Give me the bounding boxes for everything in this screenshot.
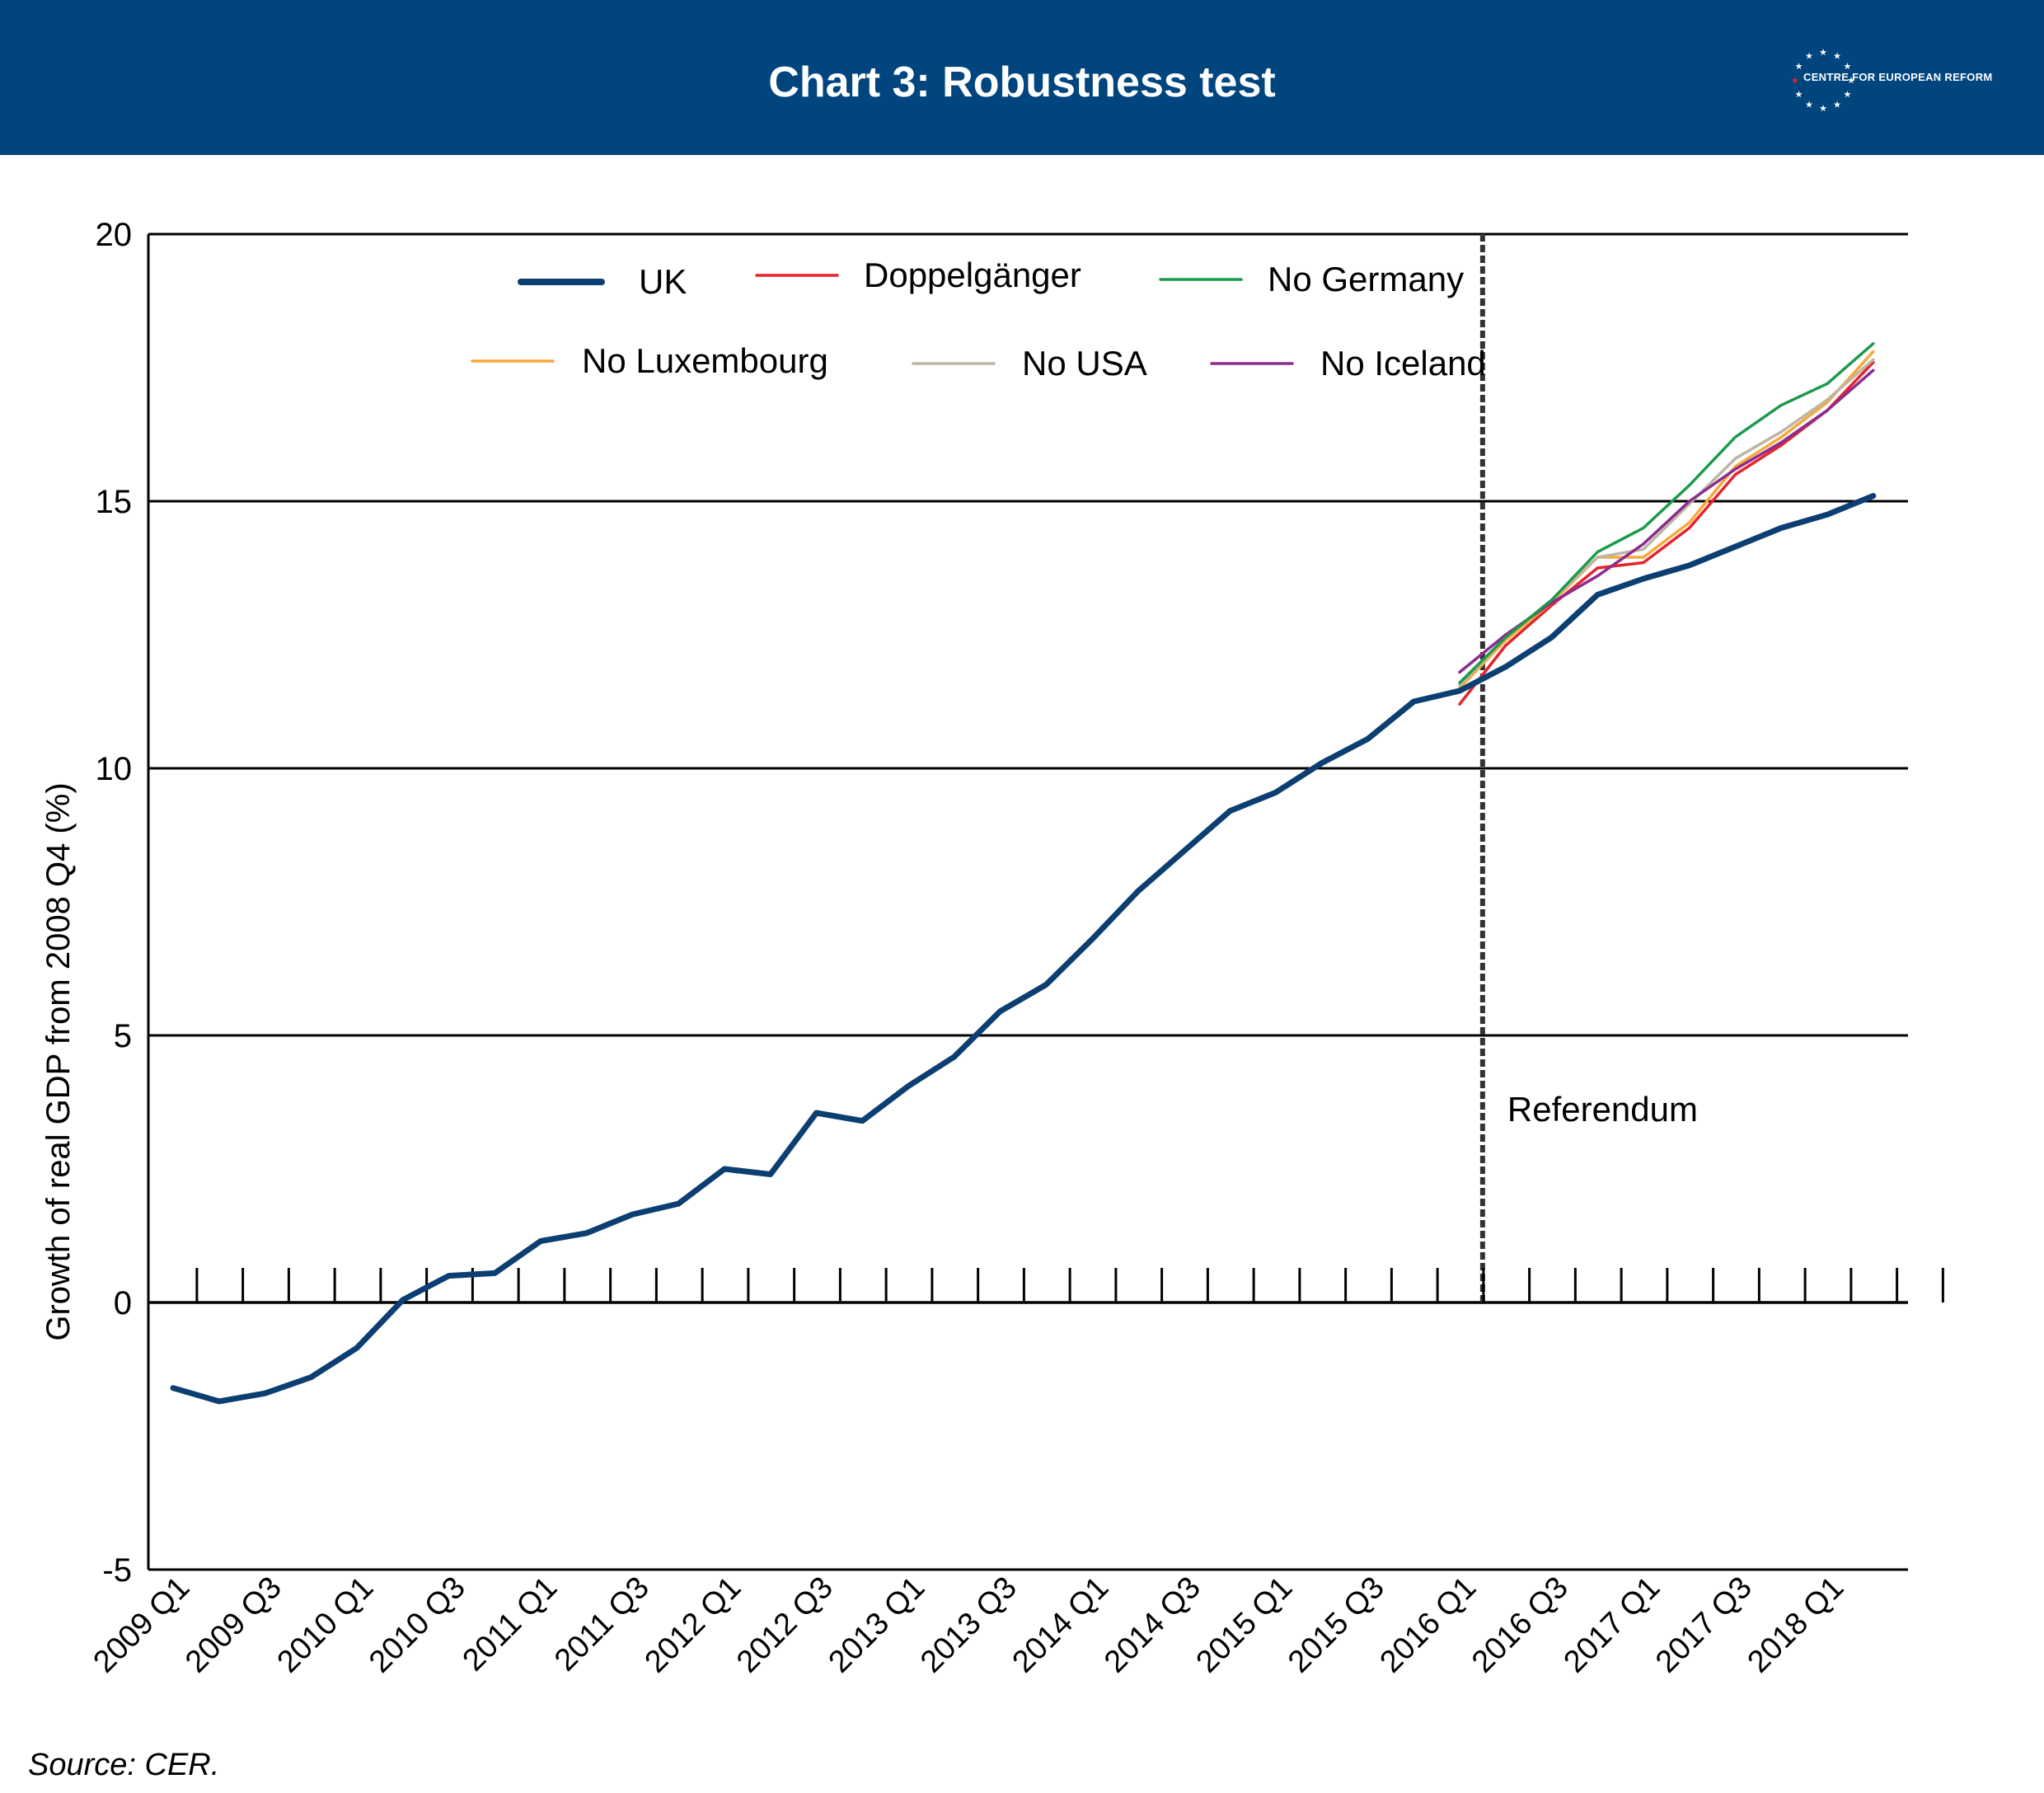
source-note: Source: CER. bbox=[28, 1748, 220, 1782]
x-tick-label: 2013 Q1 bbox=[823, 1570, 932, 1680]
x-tick-label: 2011 Q3 bbox=[548, 1570, 656, 1678]
legend-label: No Luxembourg bbox=[582, 341, 828, 380]
y-tick-label: 15 bbox=[96, 484, 133, 520]
y-tick-label: 5 bbox=[114, 1018, 132, 1054]
series-lines bbox=[170, 342, 1877, 1405]
logo-star-icon: ★ bbox=[1795, 89, 1803, 100]
y-axis-label: Growth of real GDP from 2008 Q4 (%) bbox=[40, 782, 77, 1340]
referendum-label: Referendum bbox=[1507, 1090, 1698, 1129]
logo-star-icon: ★ bbox=[1805, 51, 1813, 62]
x-tick-label: 2010 Q1 bbox=[271, 1570, 381, 1680]
logo-star-icon: ★ bbox=[1833, 51, 1841, 62]
x-tick-label: 2016 Q1 bbox=[1374, 1570, 1484, 1680]
y-tick-label: 20 bbox=[96, 217, 133, 253]
legend-label: No Germany bbox=[1268, 260, 1464, 298]
logo-star-icon: ★ bbox=[1844, 89, 1852, 100]
logo-star-icon: ★ bbox=[1795, 61, 1803, 72]
y-tick-label: 10 bbox=[96, 751, 133, 787]
x-tick-label: 2012 Q1 bbox=[639, 1570, 748, 1680]
x-tick-label: 2018 Q1 bbox=[1742, 1570, 1851, 1680]
y-tick-label: -5 bbox=[102, 1552, 132, 1589]
x-tick-label: 2014 Q3 bbox=[1098, 1570, 1207, 1680]
x-tick-label: 2017 Q3 bbox=[1649, 1570, 1759, 1680]
header-bar bbox=[0, 0, 2044, 155]
logo-star-icon: ★ bbox=[1805, 99, 1813, 110]
x-tick-label: 2011 Q1 bbox=[457, 1570, 565, 1678]
series-line-uk bbox=[170, 493, 1877, 1405]
series-line-no-luxembourg bbox=[1458, 350, 1875, 690]
logo-star-icon: ★ bbox=[1847, 75, 1855, 86]
legend-label: No Iceland bbox=[1320, 344, 1486, 383]
x-tick-label: 2009 Q3 bbox=[179, 1570, 288, 1680]
logo-star-icon: ★ bbox=[1791, 75, 1799, 86]
x-tick-label: 2014 Q1 bbox=[1006, 1570, 1116, 1680]
logo-star-icon: ★ bbox=[1844, 61, 1852, 72]
referendum-marker: Referendum bbox=[1479, 234, 1698, 1306]
legend: UK Doppelgänger No Germany No Luxembourg No … bbox=[471, 256, 1486, 383]
legend-label: Doppelgänger bbox=[864, 256, 1081, 294]
x-tick-label: 2015 Q1 bbox=[1190, 1570, 1300, 1680]
logo-star-icon: ★ bbox=[1833, 99, 1841, 110]
cer-logo: ★★★★★★★★★ ★ ★★ bbox=[1791, 47, 1855, 114]
chart-title: Chart 3: Robustness test bbox=[768, 59, 1276, 106]
series-line-no-germany bbox=[1458, 342, 1875, 685]
x-tick-label: 2013 Q3 bbox=[914, 1570, 1024, 1680]
x-tick-label: 2010 Q3 bbox=[363, 1570, 472, 1680]
logo-star-icon: ★ bbox=[1819, 103, 1827, 114]
gridlines: -5 0 5 10 15 20 bbox=[96, 217, 1908, 1589]
x-tick-label: 2012 Q3 bbox=[730, 1570, 840, 1680]
legend-label: No USA bbox=[1022, 344, 1147, 383]
legend-label: UK bbox=[639, 262, 687, 301]
x-tick-label: 2017 Q1 bbox=[1558, 1570, 1667, 1680]
y-tick-label: 0 bbox=[114, 1285, 132, 1321]
x-tick-label: 2016 Q3 bbox=[1465, 1570, 1575, 1680]
logo-star-icon: ★ bbox=[1819, 47, 1827, 58]
logo-text: CENTRE FOR EUROPEAN REFORM bbox=[1803, 71, 1993, 83]
x-tick-label: 2015 Q3 bbox=[1282, 1570, 1391, 1680]
